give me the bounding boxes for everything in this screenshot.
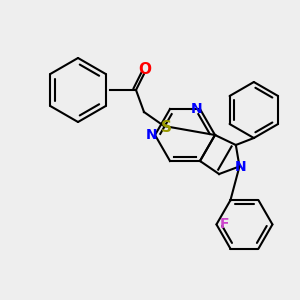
Text: N: N <box>235 160 246 174</box>
Text: S: S <box>160 121 172 136</box>
Text: F: F <box>220 218 229 231</box>
Text: N: N <box>146 128 158 142</box>
Text: N: N <box>191 102 203 116</box>
Text: O: O <box>139 61 152 76</box>
